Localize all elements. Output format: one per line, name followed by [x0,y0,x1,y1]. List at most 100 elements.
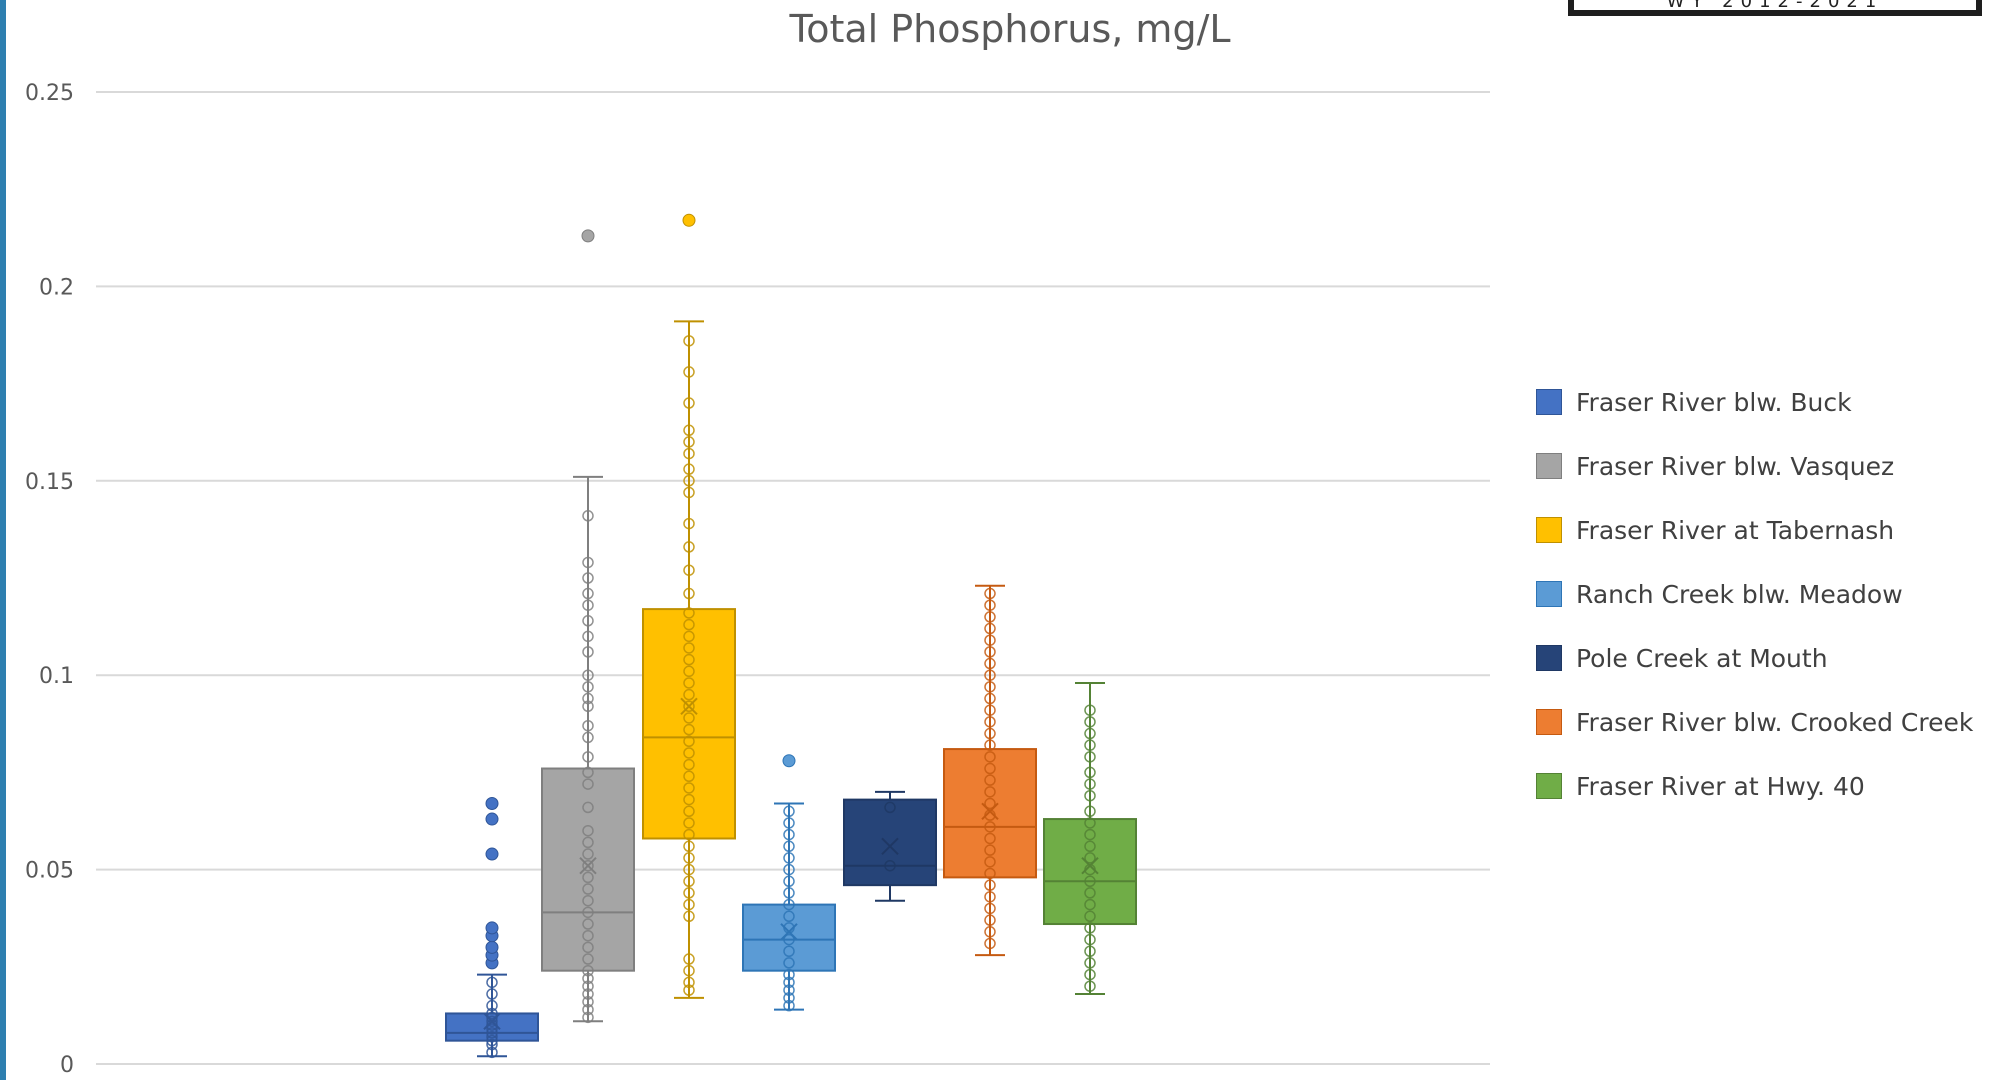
chart-legend: Fraser River blw. Buck Fraser River blw. … [1536,370,1986,818]
grid-layer [96,91,1490,1065]
data-point [582,988,594,1000]
data-point [486,1038,498,1051]
data-point [783,957,795,969]
data-point [984,867,996,880]
data-point [582,700,594,713]
data-point [984,902,996,915]
data-point [582,615,594,627]
data-point [984,611,996,623]
y-tick-label: 0.05 [25,859,74,884]
data-point [486,1007,498,1020]
data-point [582,871,594,884]
data-point [582,766,594,779]
data-point [486,988,498,1000]
data-point [683,723,695,736]
data-point [683,964,695,977]
legend-label: Fraser River blw. Buck [1576,387,1852,417]
data-point [984,774,996,786]
data-point [582,859,594,872]
data-point [683,517,695,530]
data-point [783,805,795,818]
legend-label: Fraser River blw. Vasquez [1576,451,1895,481]
mean-marker [483,1012,501,1030]
data-point [486,1023,498,1035]
data-point [1084,852,1096,864]
data-point [683,587,695,600]
legend-swatch [1536,517,1562,543]
legend-item: Fraser River at Tabernash [1536,498,1986,562]
legend-swatch [1536,645,1562,671]
data-point [683,782,695,794]
data-point [582,941,594,954]
legend-item: Ranch Creek blw. Meadow [1536,562,1986,626]
legend-swatch [1536,773,1562,799]
data-point [783,976,795,989]
period-header-label: WY 2012-2021 [1666,0,1884,12]
data-point [683,653,695,666]
data-point [683,984,695,996]
data-point [582,972,594,985]
data-point [984,739,996,751]
outlier-point [581,229,595,243]
data-point [1084,887,1096,899]
data-point [582,599,594,611]
data-point [683,747,695,759]
data-point [582,883,594,895]
legend-swatch [1536,709,1562,735]
data-point [1084,789,1096,802]
data-point [884,801,896,814]
data-point [683,630,695,643]
data-point [984,646,996,658]
data-point [783,992,795,1004]
y-tick-label: 0.2 [39,275,74,300]
box-series [642,213,736,999]
data-point [486,1034,498,1047]
iqr-box [445,1012,539,1042]
data-point [1084,704,1096,716]
data-point [582,894,594,907]
data-point [1084,751,1096,763]
data-point [683,852,695,864]
data-point [683,953,695,965]
legend-swatch [1536,453,1562,479]
data-point [683,463,695,475]
data-point [984,832,996,845]
data-point [984,797,996,810]
data-point [1084,739,1096,751]
y-tick-label: 0 [60,1053,74,1078]
data-point [783,887,795,899]
data-point [582,1003,594,1016]
outlier-point [485,797,499,811]
iqr-box [642,608,736,840]
data-point [1084,828,1096,841]
data-point [582,587,594,600]
data-point [783,898,795,911]
mean-marker [881,837,899,855]
legend-label: Pole Creek at Mouth [1576,643,1828,673]
data-point [683,712,695,724]
data-point [783,984,795,996]
data-point [984,762,996,775]
data-point [582,778,594,790]
data-point [984,692,996,705]
data-point [683,366,695,378]
iqr-box [943,748,1037,879]
data-point [582,836,594,849]
data-point [582,824,594,837]
data-point [1084,766,1096,779]
data-point [486,999,498,1012]
data-point [486,1027,498,1039]
data-point [1084,910,1096,923]
data-point [582,996,594,1008]
box-series-layer [445,213,1137,1059]
data-point [984,914,996,926]
box-series [943,584,1037,957]
outlier-point [485,847,499,861]
data-point [582,906,594,919]
data-point [884,859,896,872]
data-point [984,599,996,611]
box-series [445,797,539,1059]
data-point [486,1046,498,1059]
